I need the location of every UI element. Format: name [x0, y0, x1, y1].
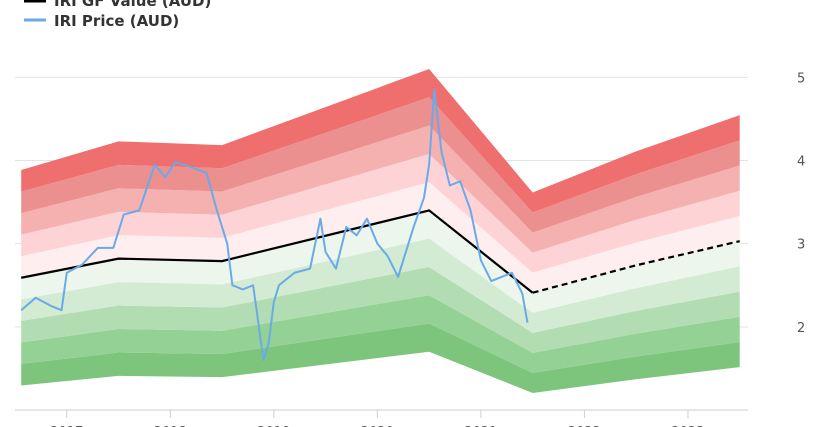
y-axis-ticks: 2 3 4 5 [797, 71, 805, 336]
value-band [21, 153, 740, 273]
x-axis-ticks: 2017 2018 2019 2020 2021 2022 2023 [50, 410, 704, 427]
legend[interactable]: IRI GF Value (AUD) IRI Price (AUD) [24, 0, 211, 30]
x-tick-label: 2020 [361, 425, 394, 427]
y-tick-label: 2 [797, 321, 805, 336]
value-band [21, 97, 740, 233]
price-line-path [20, 88, 529, 362]
x-tick-label: 2019 [257, 425, 290, 427]
legend-label-gf-value: IRI GF Value (AUD) [54, 0, 211, 10]
legend-label-price: IRI Price (AUD) [54, 12, 179, 30]
value-band [21, 238, 740, 333]
y-tick-label: 4 [797, 154, 805, 169]
price-line [20, 88, 529, 362]
value-band [21, 125, 740, 253]
legend-item-price[interactable]: IRI Price (AUD) [24, 12, 179, 30]
x-tick-label: 2018 [154, 425, 187, 427]
legend-item-gf-value[interactable]: IRI GF Value (AUD) [24, 0, 211, 10]
gf-value-bands [21, 69, 740, 393]
gf-value-line-projected [532, 240, 740, 294]
value-band [21, 182, 740, 293]
value-band [21, 266, 740, 353]
value-band [21, 69, 740, 213]
x-tick-label: 2017 [50, 425, 83, 427]
gf-value-line-solid [20, 209, 534, 294]
value-band [21, 323, 740, 393]
y-tick-label: 3 [797, 238, 805, 253]
y-tick-label: 5 [797, 71, 805, 86]
value-band [21, 210, 740, 313]
x-tick-label: 2023 [671, 425, 704, 427]
x-tick-label: 2021 [464, 425, 497, 427]
x-tick-label: 2022 [568, 425, 601, 427]
gf-value-line [20, 209, 740, 294]
value-band [21, 295, 740, 373]
